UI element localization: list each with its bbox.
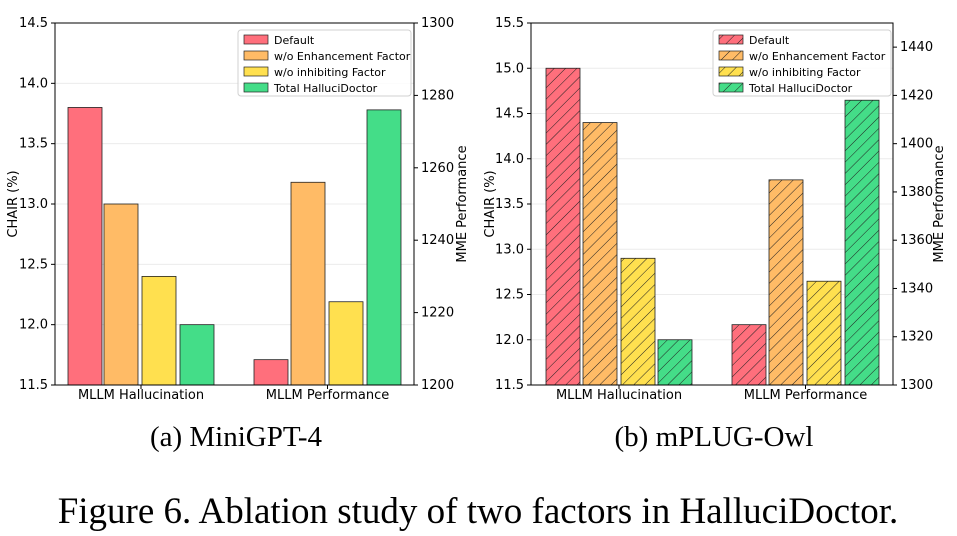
right-tick-label: 1380: [900, 185, 933, 200]
legend-swatch-hatch: [719, 51, 743, 60]
right-tick-label: 1300: [421, 16, 454, 31]
left-axis-label: CHAIR (%): [6, 170, 21, 237]
legend-label: Default: [274, 34, 315, 47]
legend-label: Default: [749, 34, 790, 47]
right-tick-label: 1220: [421, 306, 454, 321]
right-axis-label: MME Performance: [455, 145, 470, 262]
legend-label: Total HalluciDoctor: [273, 82, 378, 95]
left-tick-label: 13.5: [19, 137, 48, 152]
right-tick-label: 1300: [900, 378, 933, 393]
hallucination-bar: [67, 107, 103, 386]
right-tick-label: 1440: [900, 40, 933, 55]
performance-bar: [366, 109, 402, 386]
left-tick-label: 14.0: [19, 76, 48, 91]
legend-label: w/o Enhancement Factor: [274, 50, 411, 63]
left-tick-label: 15.5: [495, 16, 524, 31]
performance-bar: [328, 301, 364, 386]
right-tick-label: 1280: [421, 88, 454, 103]
left-tick-label: 14.0: [495, 152, 524, 167]
legend-label: w/o inhibiting Factor: [749, 66, 861, 79]
hallucination-bar-hatch: [546, 68, 580, 385]
legend-swatch: [243, 66, 269, 77]
left-tick-label: 14.5: [495, 107, 524, 122]
performance-bar-hatch: [732, 324, 766, 385]
right-tick-label: 1400: [900, 137, 933, 152]
legend-swatch: [243, 82, 269, 93]
x-tick-label: MLLM Hallucination: [78, 388, 204, 403]
right-axis-label: MME Performance: [932, 145, 947, 262]
legend-box: [712, 29, 892, 97]
left-tick-label: 12.5: [495, 288, 524, 303]
left-tick-label: 15.0: [495, 61, 524, 76]
performance-bar-hatch: [807, 281, 841, 385]
panel-label-a: (a) MiniGPT-4: [150, 421, 323, 453]
left-tick-label: 12.0: [19, 318, 48, 333]
performance-bar: [290, 181, 326, 386]
performance-bar-hatch: [769, 179, 803, 385]
right-tick-label: 1340: [900, 281, 933, 296]
legend-label: w/o inhibiting Factor: [274, 66, 386, 79]
legend-box: [237, 29, 412, 97]
right-tick-label: 1200: [421, 378, 454, 393]
x-tick-label: MLLM Hallucination: [556, 388, 682, 403]
left-axis-label: CHAIR (%): [483, 170, 498, 237]
x-tick-label: MLLM Performance: [744, 388, 867, 403]
x-tick-label: MLLM Performance: [266, 388, 389, 403]
legend-swatch-hatch: [719, 35, 743, 44]
right-tick-label: 1320: [900, 330, 933, 345]
right-tick-label: 1360: [900, 233, 933, 248]
chart-panel-a: 11.5 12.0 12.5 13.0 13.5 14.0 14.5 1200 1220 1240…: [6, 16, 470, 403]
hallucination-bar-hatch: [583, 122, 617, 386]
left-tick-label: 11.5: [19, 378, 48, 393]
legend: Default w/o Enhancement Factor w/o inhibit…: [237, 29, 412, 97]
performance-bar: [253, 359, 289, 386]
hallucination-bar-hatch: [621, 258, 655, 385]
legend-swatch: [243, 34, 269, 45]
hallucination-bar: [179, 324, 215, 386]
left-tick-label: 12.0: [495, 333, 524, 348]
left-tick-label: 12.5: [19, 257, 48, 272]
left-tick-label: 14.5: [19, 16, 48, 31]
left-tick-label: 11.5: [495, 378, 524, 393]
left-tick-label: 13.5: [495, 197, 524, 212]
figure-caption: Figure 6. Ablation study of two factors …: [58, 491, 899, 532]
hallucination-bar: [141, 275, 177, 386]
performance-bar-hatch: [845, 100, 879, 385]
right-tick-label: 1240: [421, 233, 454, 248]
chart-panel-b: 11.5 12.0 12.5 13.0 13.5 14.0 14.5 15.0 15.5 1300…: [483, 16, 947, 403]
legend-swatch: [243, 50, 269, 61]
left-tick-label: 13.0: [19, 197, 48, 212]
legend-swatch-hatch: [719, 83, 743, 92]
left-tick-label: 13.0: [495, 242, 524, 257]
hallucination-bar-hatch: [658, 339, 692, 385]
legend-label: w/o Enhancement Factor: [749, 50, 886, 63]
right-tick-label: 1260: [421, 161, 454, 176]
hallucination-bar: [103, 203, 139, 386]
legend: Default w/o Enhancement Factor w/o inhibit…: [712, 29, 892, 97]
right-tick-label: 1420: [900, 88, 933, 103]
legend-label: Total HalluciDoctor: [748, 82, 853, 95]
panel-label-b: (b) mPLUG-Owl: [615, 421, 814, 453]
legend-swatch-hatch: [719, 67, 743, 76]
